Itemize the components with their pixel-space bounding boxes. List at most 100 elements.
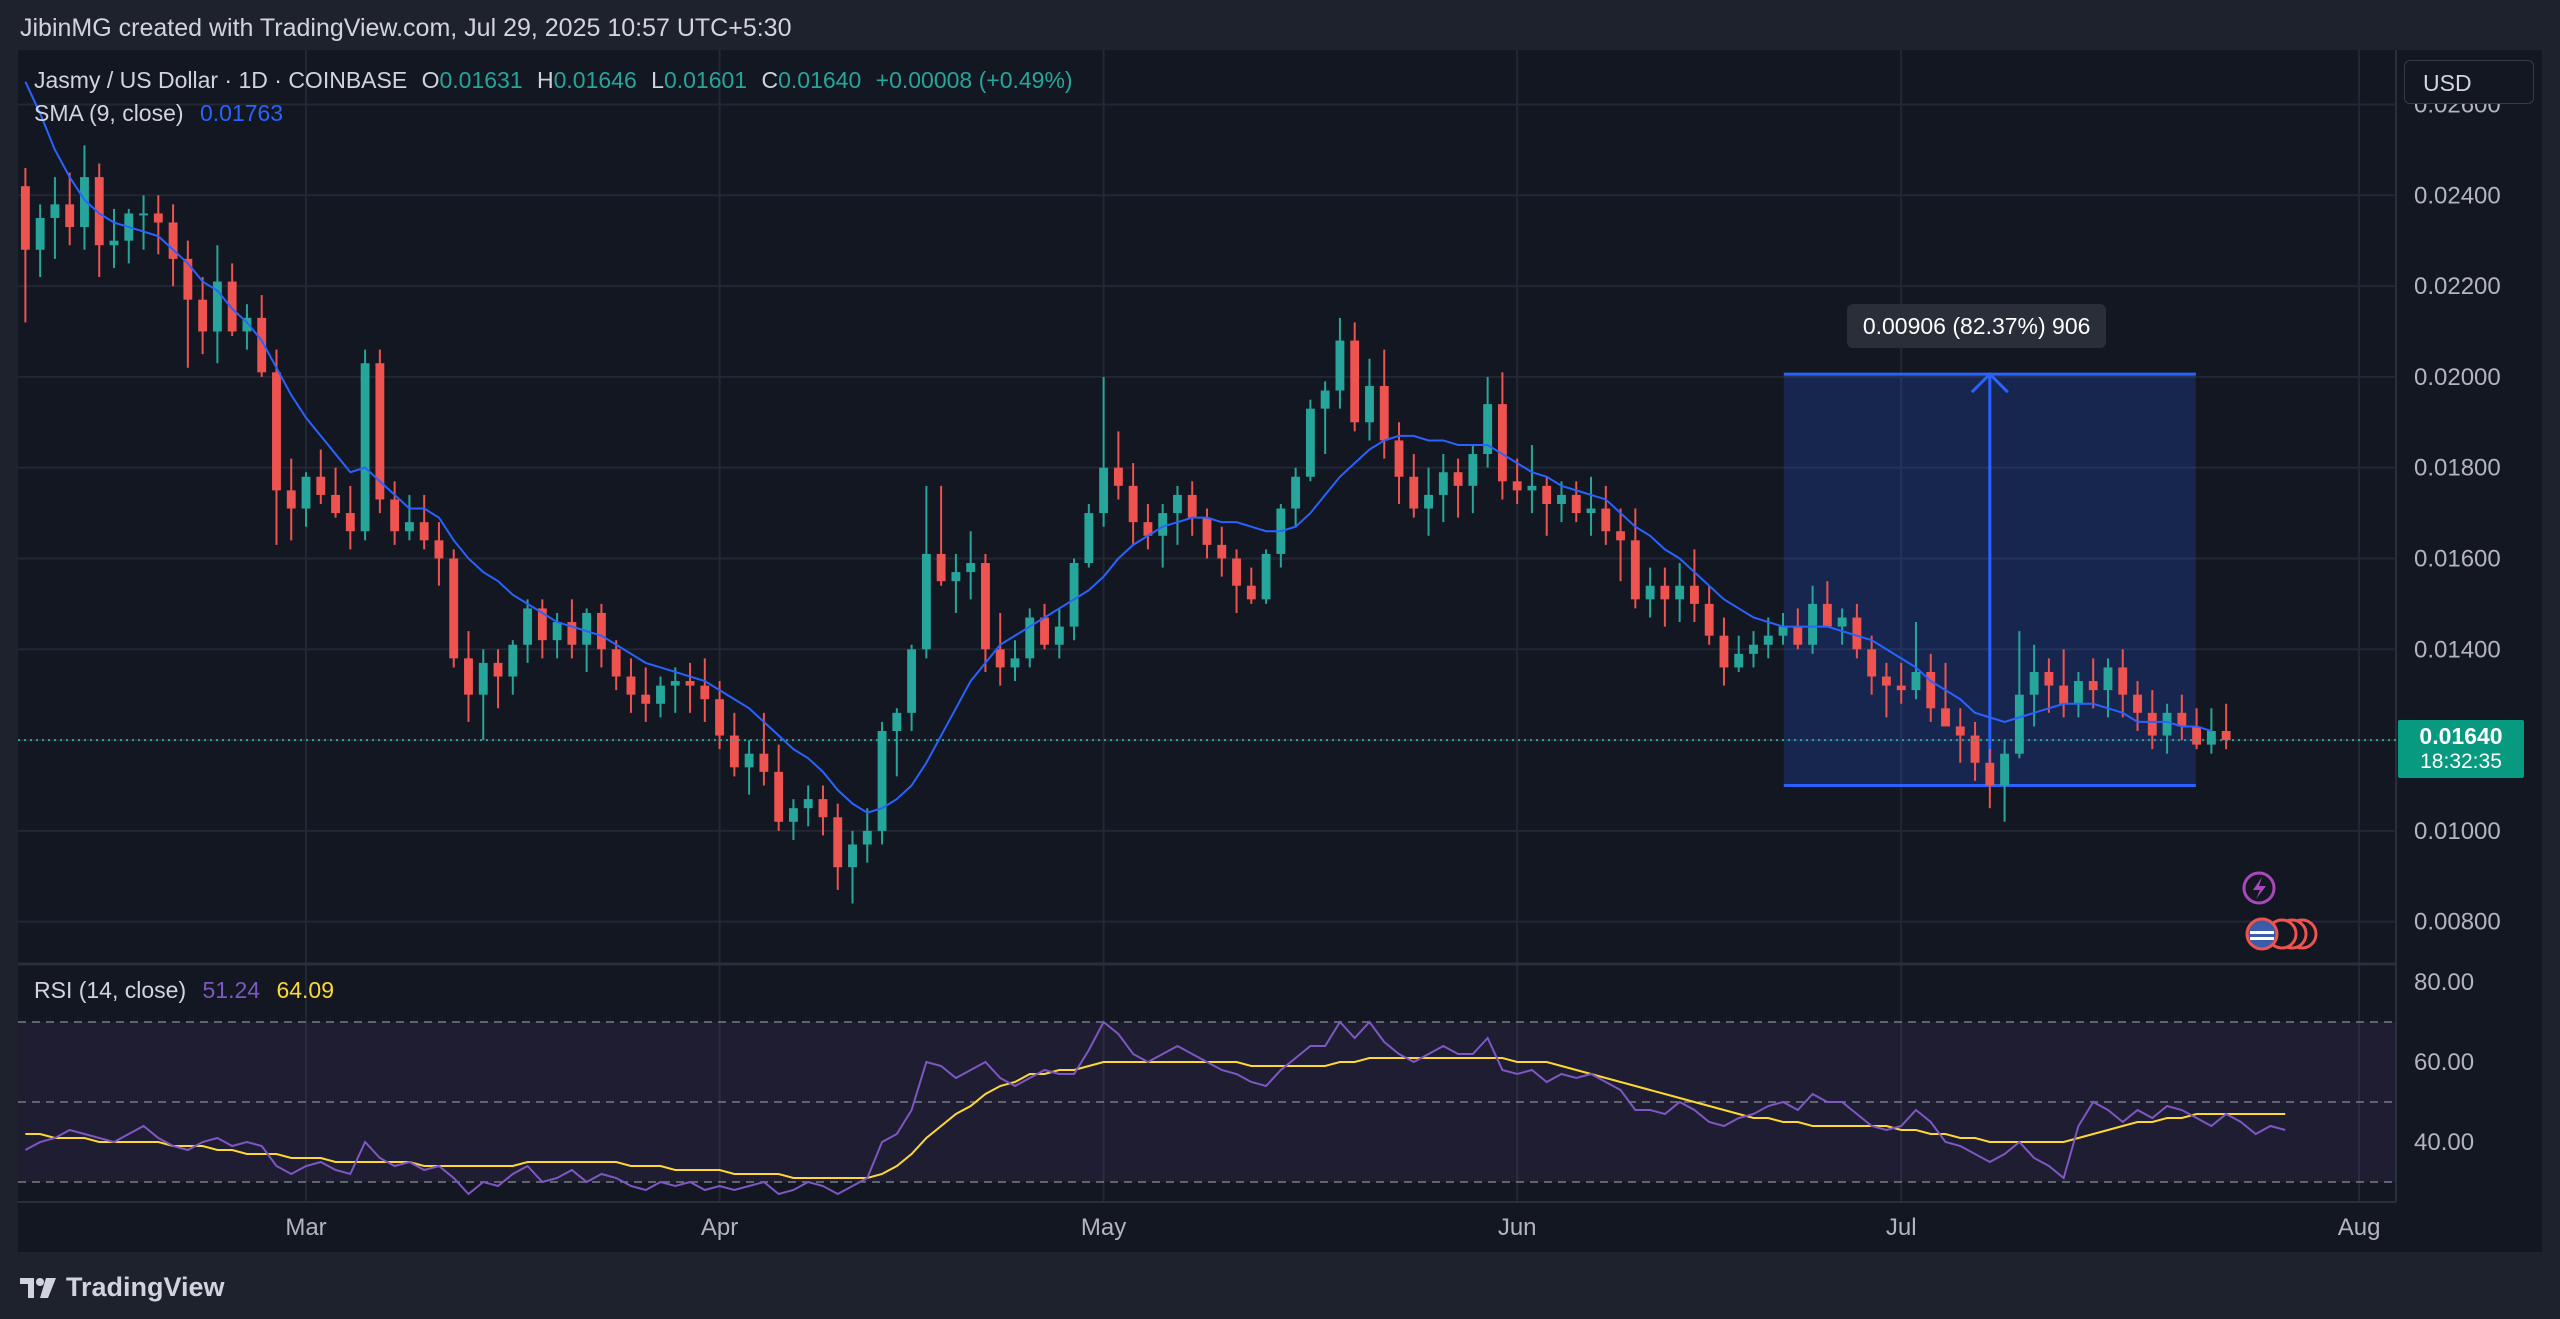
candle-body [1941, 708, 1950, 727]
rsi-ma-value: 64.09 [276, 977, 335, 1003]
candle-body [1202, 517, 1212, 545]
candle-body [774, 771, 784, 822]
sma-legend[interactable]: SMA (9, close) 0.01763 [34, 100, 283, 127]
change-value: +0.00008 (+0.49%) [875, 67, 1073, 93]
low-value: 0.01601 [663, 67, 748, 93]
candle-body [1527, 485, 1537, 491]
candle-body [1689, 585, 1699, 604]
rsi-pane[interactable] [18, 1020, 2396, 1196]
candle-body [2074, 681, 2083, 704]
candle-body [907, 649, 917, 713]
candle-body [272, 372, 281, 491]
candle-body [611, 649, 621, 677]
candles [18, 145, 2396, 904]
ohlc-legend: Jasmy / US Dollar · 1D · COINBASE O0.016… [34, 67, 1073, 94]
open-label: O [421, 67, 440, 93]
candle-body [936, 553, 946, 582]
candle-body [1291, 476, 1301, 509]
candle-body [375, 363, 385, 500]
candle-body [1232, 558, 1241, 586]
tradingview-logo[interactable]: TradingView [20, 1272, 225, 1303]
measure-tool[interactable] [1783, 372, 2196, 787]
candle-body [449, 558, 459, 659]
candle-body [921, 553, 931, 650]
candle-body [1763, 635, 1773, 645]
candle-body [1793, 626, 1803, 645]
last-price-tag: 0.01640 18:32:35 [2398, 720, 2524, 779]
rsi-tick-label: 60.00 [2414, 1049, 2474, 1076]
rsi-tick-label: 80.00 [2414, 969, 2474, 996]
candle-body [1586, 508, 1596, 514]
candle-body [1808, 603, 1818, 645]
price-tick-label: 0.02200 [2414, 273, 2501, 300]
candle-body [301, 476, 311, 509]
candle-body [286, 490, 296, 509]
candle-body [656, 685, 665, 704]
candle-body [1970, 735, 1980, 763]
candle-body [1187, 494, 1197, 518]
candle-body [316, 476, 326, 495]
measure-arrow-head [1970, 372, 2009, 394]
candle-body [877, 731, 887, 831]
candle-body [1350, 340, 1360, 423]
candle-body [139, 213, 148, 216]
symbol-title[interactable]: Jasmy / US Dollar · 1D · COINBASE [34, 67, 408, 93]
candle-body [641, 694, 651, 704]
candle-body [523, 608, 533, 645]
event-markers[interactable] [2242, 871, 2318, 951]
candle-body [848, 844, 857, 868]
candle-body [1069, 563, 1079, 627]
candle-body [493, 662, 503, 677]
bottom-bar: TradingView [0, 1252, 2560, 1319]
candle-body [715, 699, 725, 736]
candle-body [1438, 472, 1448, 495]
candle-body [1143, 522, 1153, 536]
candle-body [242, 317, 252, 332]
candle-body [981, 563, 990, 650]
candle-body [20, 186, 30, 250]
candle-body [1616, 531, 1625, 541]
candle-body [1778, 626, 1788, 636]
candle-body [434, 540, 444, 559]
candle-body [1601, 508, 1611, 532]
candle-body [1704, 603, 1714, 636]
candle-body [1409, 476, 1419, 509]
candle-body [109, 240, 119, 246]
candle-body [1084, 513, 1094, 564]
candle-body [1128, 485, 1138, 523]
rsi-legend[interactable]: RSI (14, close) 51.24 64.09 [34, 977, 334, 1004]
tradingview-brand: TradingView [66, 1272, 225, 1302]
candle-body [35, 217, 45, 250]
candle-body [1557, 494, 1566, 504]
time-tick-label: May [1081, 1214, 1126, 1241]
candle-body [995, 649, 1005, 668]
candle-body [1675, 585, 1685, 600]
bar-countdown: 18:32:35 [2420, 750, 2502, 774]
attribution-text: JibinMG created with TradingView.com, Ju… [20, 14, 792, 42]
candle-body [1660, 585, 1670, 600]
candle-body [2059, 685, 2069, 704]
sma-line [24, 81, 2212, 814]
candle-body [1217, 544, 1227, 559]
candle-body [2103, 667, 2113, 691]
candle-body [1305, 408, 1315, 477]
candle-body [818, 799, 828, 818]
price-tick-label: 0.01800 [2414, 455, 2501, 482]
close-label: C [761, 67, 779, 93]
chart-area[interactable]: 0.008000.010000.012000.014000.016000.018… [0, 50, 2560, 1252]
candle-body [331, 494, 340, 514]
candle-body [360, 363, 370, 532]
candle-body [596, 612, 606, 650]
time-tick-label: Jul [1886, 1214, 1917, 1241]
currency-button[interactable]: USD [2404, 60, 2534, 104]
candle-body [1985, 762, 1995, 786]
candle-body [1394, 440, 1404, 477]
candle-body [1335, 340, 1345, 391]
candle-body [2162, 712, 2172, 736]
candle-body [1571, 494, 1581, 514]
candle-body [183, 258, 193, 300]
candle-body [1822, 603, 1832, 627]
candle-body [50, 204, 60, 218]
open-value: 0.01631 [439, 67, 523, 93]
candle-body [1379, 385, 1389, 441]
